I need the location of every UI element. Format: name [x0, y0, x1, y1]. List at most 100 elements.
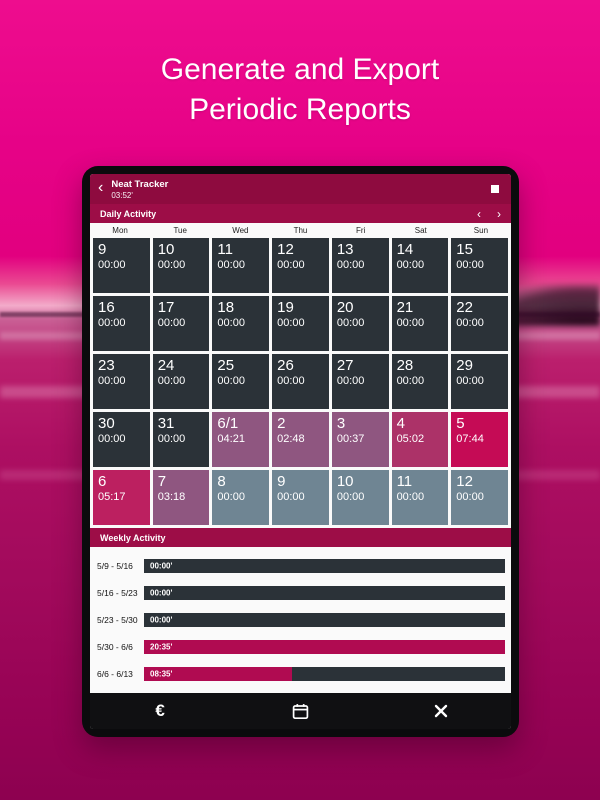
cell-day-number: 26: [277, 357, 294, 374]
calendar-day-cell[interactable]: 31 00:00: [152, 412, 210, 467]
cell-day-number: 12: [277, 241, 294, 258]
calendar-day-cell[interactable]: 18 00:00: [212, 296, 270, 351]
stop-icon[interactable]: [491, 185, 499, 193]
daily-nav: ‹ ›: [477, 208, 501, 220]
cell-tracked-time: 00:00: [217, 375, 245, 387]
calendar-day-cell[interactable]: 6/1 04:21: [212, 412, 270, 467]
calendar-day-cell[interactable]: 12 00:00: [451, 470, 508, 525]
calendar-day-cell[interactable]: 5 07:44: [451, 412, 508, 467]
cell-tracked-time: 00:00: [336, 491, 365, 503]
calendar-day-cell[interactable]: 13 00:00: [331, 238, 389, 293]
calendar-grid: 9 00:00 10 00:00 11 00:00 12 00:00 13 00:00 14 00:0…: [90, 238, 511, 528]
cell-day-number: 20: [336, 299, 354, 316]
bottom-toolbar: €: [90, 693, 511, 729]
weekday-label: Tue: [173, 226, 187, 235]
calendar-day-cell[interactable]: 9 00:00: [93, 238, 150, 293]
weekday-label: Sat: [414, 226, 427, 235]
cell-tracked-time: 00:37: [336, 433, 365, 445]
week-range-label: 5/9 - 5/16: [97, 560, 133, 571]
cell-tracked-time: 00:00: [396, 375, 425, 387]
tracked-time: 03:52': [111, 190, 133, 200]
cell-tracked-time: 00:00: [217, 317, 245, 329]
cell-tracked-time: 00:00: [456, 491, 484, 503]
cell-day-number: 30: [98, 415, 115, 432]
cell-day-number: 10: [157, 241, 175, 258]
calendar-day-cell[interactable]: 6 05:17: [93, 470, 150, 525]
calendar-icon[interactable]: [278, 698, 322, 724]
cell-day-number: 16: [98, 299, 115, 316]
week-range-label: 5/23 - 5/30: [97, 614, 138, 625]
prev-icon[interactable]: ‹: [477, 206, 481, 221]
calendar-day-cell[interactable]: 28 00:00: [391, 354, 449, 409]
weekday-label: Thu: [293, 226, 308, 235]
weekly-activity-header: Weekly Activity: [90, 528, 511, 547]
cell-day-number: 9: [98, 241, 107, 258]
calendar-day-cell[interactable]: 30 00:00: [93, 412, 150, 467]
cell-day-number: 22: [456, 299, 473, 316]
calendar-day-cell[interactable]: 3 00:37: [331, 412, 389, 467]
currency-icon[interactable]: €: [155, 701, 165, 720]
calendar-day-cell[interactable]: 10 00:00: [152, 238, 210, 293]
calendar-day-cell[interactable]: 17 00:00: [152, 296, 210, 351]
calendar-day-cell[interactable]: 14 00:00: [391, 238, 449, 293]
cell-day-number: 24: [157, 357, 175, 374]
cell-tracked-time: 00:00: [396, 317, 425, 329]
cell-day-number: 19: [277, 299, 294, 316]
cell-tracked-time: 00:00: [396, 491, 425, 503]
week-time-label: 00:00': [150, 561, 173, 570]
calendar-day-cell[interactable]: 23 00:00: [93, 354, 150, 409]
calendar-day-cell[interactable]: 24 00:00: [152, 354, 210, 409]
cell-tracked-time: 00:00: [98, 375, 126, 387]
week-activity-bar[interactable]: 08:35': [144, 666, 505, 681]
cell-day-number: 6/1: [217, 415, 239, 432]
cell-tracked-time: 02:48: [277, 433, 305, 445]
calendar-day-cell[interactable]: 11 00:00: [212, 238, 270, 293]
cell-day-number: 25: [217, 357, 235, 374]
next-icon[interactable]: ›: [497, 206, 501, 221]
tools-icon[interactable]: [419, 698, 463, 724]
tablet-frame: ‹ Neat Tracker 03:52' Daily Activity ‹ ›…: [82, 166, 519, 737]
cell-day-number: 4: [396, 415, 405, 432]
calendar-day-cell[interactable]: 15 00:00: [451, 238, 508, 293]
cell-tracked-time: 00:00: [456, 317, 484, 329]
calendar-day-cell[interactable]: 2 02:48: [272, 412, 329, 467]
calendar-day-cell[interactable]: 19 00:00: [272, 296, 329, 351]
calendar-day-cell[interactable]: 12 00:00: [272, 238, 329, 293]
weekly-row: 5/16 - 5/23 00:00': [90, 579, 511, 606]
cell-day-number: 28: [396, 357, 414, 374]
calendar-day-cell[interactable]: 20 00:00: [331, 296, 389, 351]
cell-tracked-time: 00:00: [98, 317, 126, 329]
calendar-day-cell[interactable]: 4 05:02: [391, 412, 449, 467]
week-time-label: 08:35': [150, 669, 173, 678]
weekly-row: 6/6 - 6/13 08:35': [90, 660, 511, 687]
calendar-day-cell[interactable]: 8 00:00: [212, 470, 270, 525]
cell-day-number: 15: [456, 241, 473, 258]
week-activity-bar[interactable]: 00:00': [144, 612, 505, 627]
back-icon[interactable]: ‹: [98, 179, 104, 196]
cell-tracked-time: 03:18: [157, 491, 186, 503]
calendar-day-cell[interactable]: 22 00:00: [451, 296, 508, 351]
calendar-day-cell[interactable]: 10 00:00: [331, 470, 389, 525]
calendar-day-cell[interactable]: 9 00:00: [272, 470, 329, 525]
calendar-day-cell[interactable]: 25 00:00: [212, 354, 270, 409]
hero-title-line1: Generate and Export: [160, 53, 440, 86]
cell-tracked-time: 00:00: [98, 259, 126, 271]
calendar-day-cell[interactable]: 11 00:00: [391, 470, 449, 525]
cell-day-number: 8: [217, 473, 226, 490]
calendar-day-cell[interactable]: 16 00:00: [93, 296, 150, 351]
week-activity-bar[interactable]: 20:35': [144, 639, 505, 654]
app-header-titles: Neat Tracker 03:52': [111, 179, 168, 200]
week-activity-bar[interactable]: 00:00': [144, 558, 505, 573]
week-activity-bar[interactable]: 00:00': [144, 585, 505, 600]
cell-tracked-time: 00:00: [157, 317, 186, 329]
weekly-row: 5/23 - 5/30 00:00': [90, 606, 511, 633]
calendar-day-cell[interactable]: 21 00:00: [391, 296, 449, 351]
cell-tracked-time: 00:00: [336, 259, 365, 271]
calendar-day-cell[interactable]: 7 03:18: [152, 470, 210, 525]
calendar-day-cell[interactable]: 26 00:00: [272, 354, 329, 409]
calendar-day-cell[interactable]: 29 00:00: [451, 354, 508, 409]
hero-title: Generate and Export Periodic Reports: [0, 50, 600, 129]
cell-tracked-time: 00:00: [456, 375, 484, 387]
calendar-day-cell[interactable]: 27 00:00: [331, 354, 389, 409]
